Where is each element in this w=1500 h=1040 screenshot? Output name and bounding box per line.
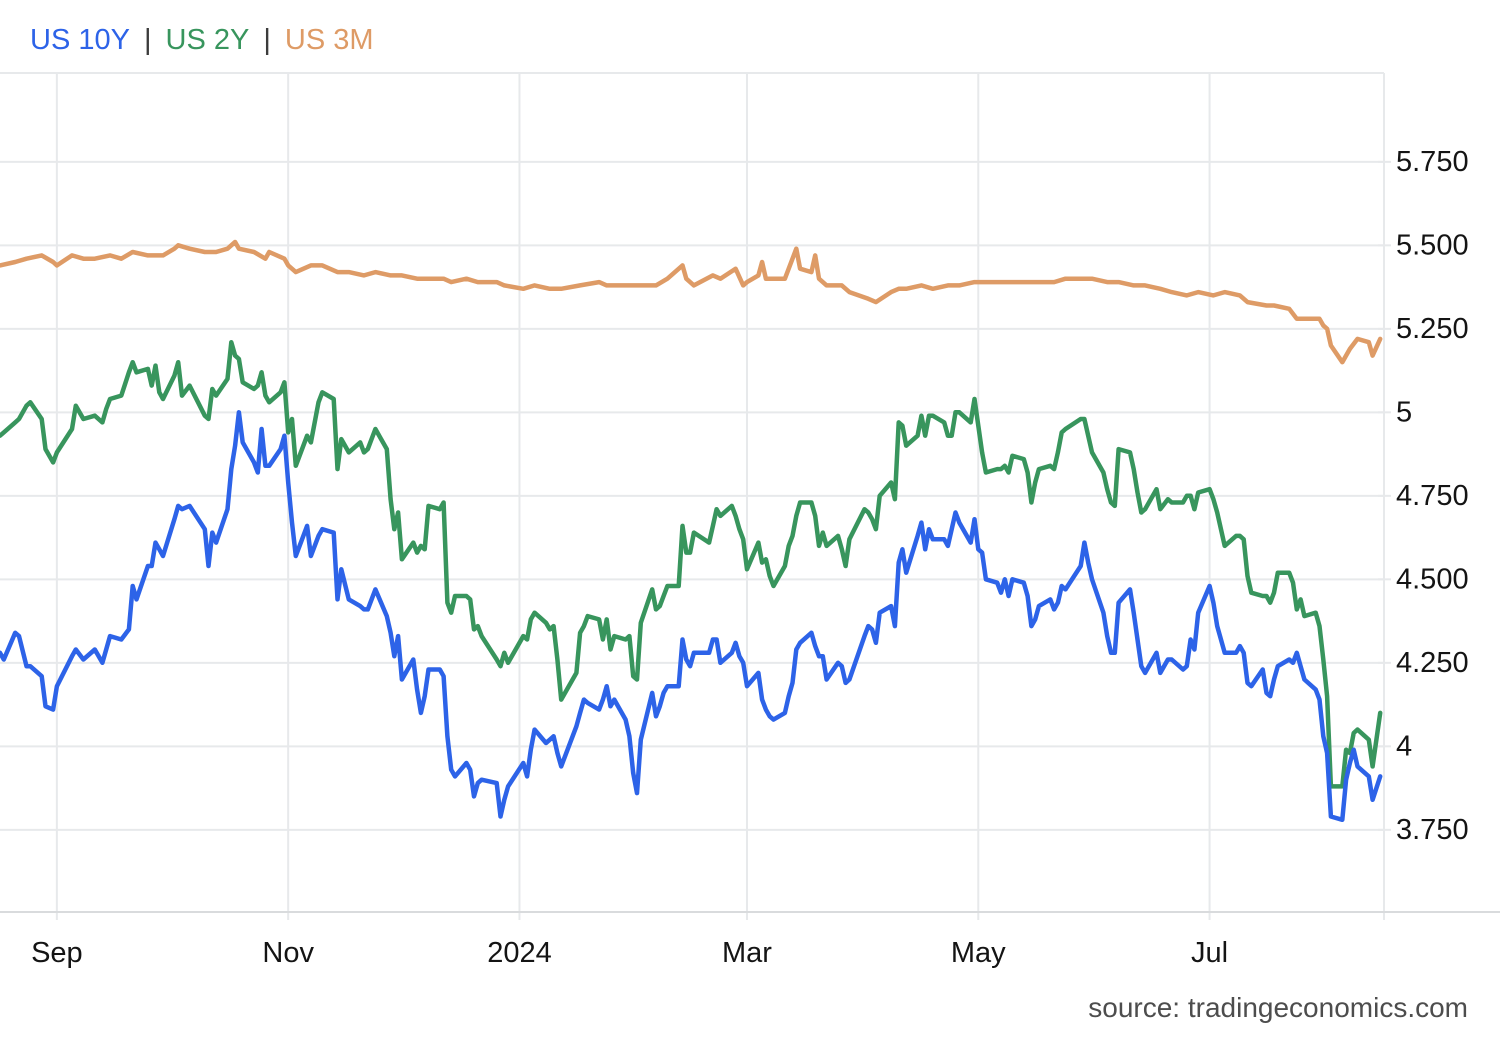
- x-tick-label: May: [951, 937, 1006, 969]
- y-tick-label: 5.250: [1396, 313, 1469, 345]
- axis-tick-labels: 5.750 5.500 5.250 5 4.750 4.500 4.250 4 3.750 Sep…: [31, 146, 1469, 969]
- chart-legend: US 10Y | US 2Y | US 3M: [30, 24, 374, 57]
- gridlines: [0, 72, 1500, 920]
- legend-separator: |: [263, 24, 271, 56]
- legend-item-us-2y[interactable]: US 2Y: [165, 24, 250, 56]
- y-tick-label: 5.750: [1396, 146, 1469, 178]
- series-line-us-2y[interactable]: [0, 339, 1383, 789]
- legend-item-us-3m[interactable]: US 3M: [284, 24, 374, 56]
- legend-item-us-10y[interactable]: US 10Y: [30, 24, 130, 56]
- x-tick-label: Mar: [722, 937, 772, 969]
- x-tick-label: Nov: [262, 937, 314, 969]
- y-tick-label: 5: [1396, 396, 1412, 428]
- y-tick-label: 4: [1396, 730, 1412, 762]
- source-note: source: tradingeconomics.com: [1088, 992, 1468, 1023]
- x-tick-label: 2024: [487, 937, 552, 969]
- x-tick-label: Jul: [1191, 937, 1228, 969]
- y-tick-label: 3.750: [1396, 814, 1469, 846]
- series-line-us-10y[interactable]: [0, 410, 1383, 823]
- y-tick-label: 4.250: [1396, 647, 1469, 679]
- series-line-us-3m[interactable]: [0, 239, 1383, 365]
- x-tick-label: Sep: [31, 937, 83, 969]
- legend-separator: |: [143, 24, 152, 56]
- y-tick-label: 4.750: [1396, 480, 1469, 512]
- y-tick-label: 4.500: [1396, 563, 1469, 595]
- series-lines: [0, 239, 1383, 823]
- y-tick-label: 5.500: [1396, 229, 1469, 261]
